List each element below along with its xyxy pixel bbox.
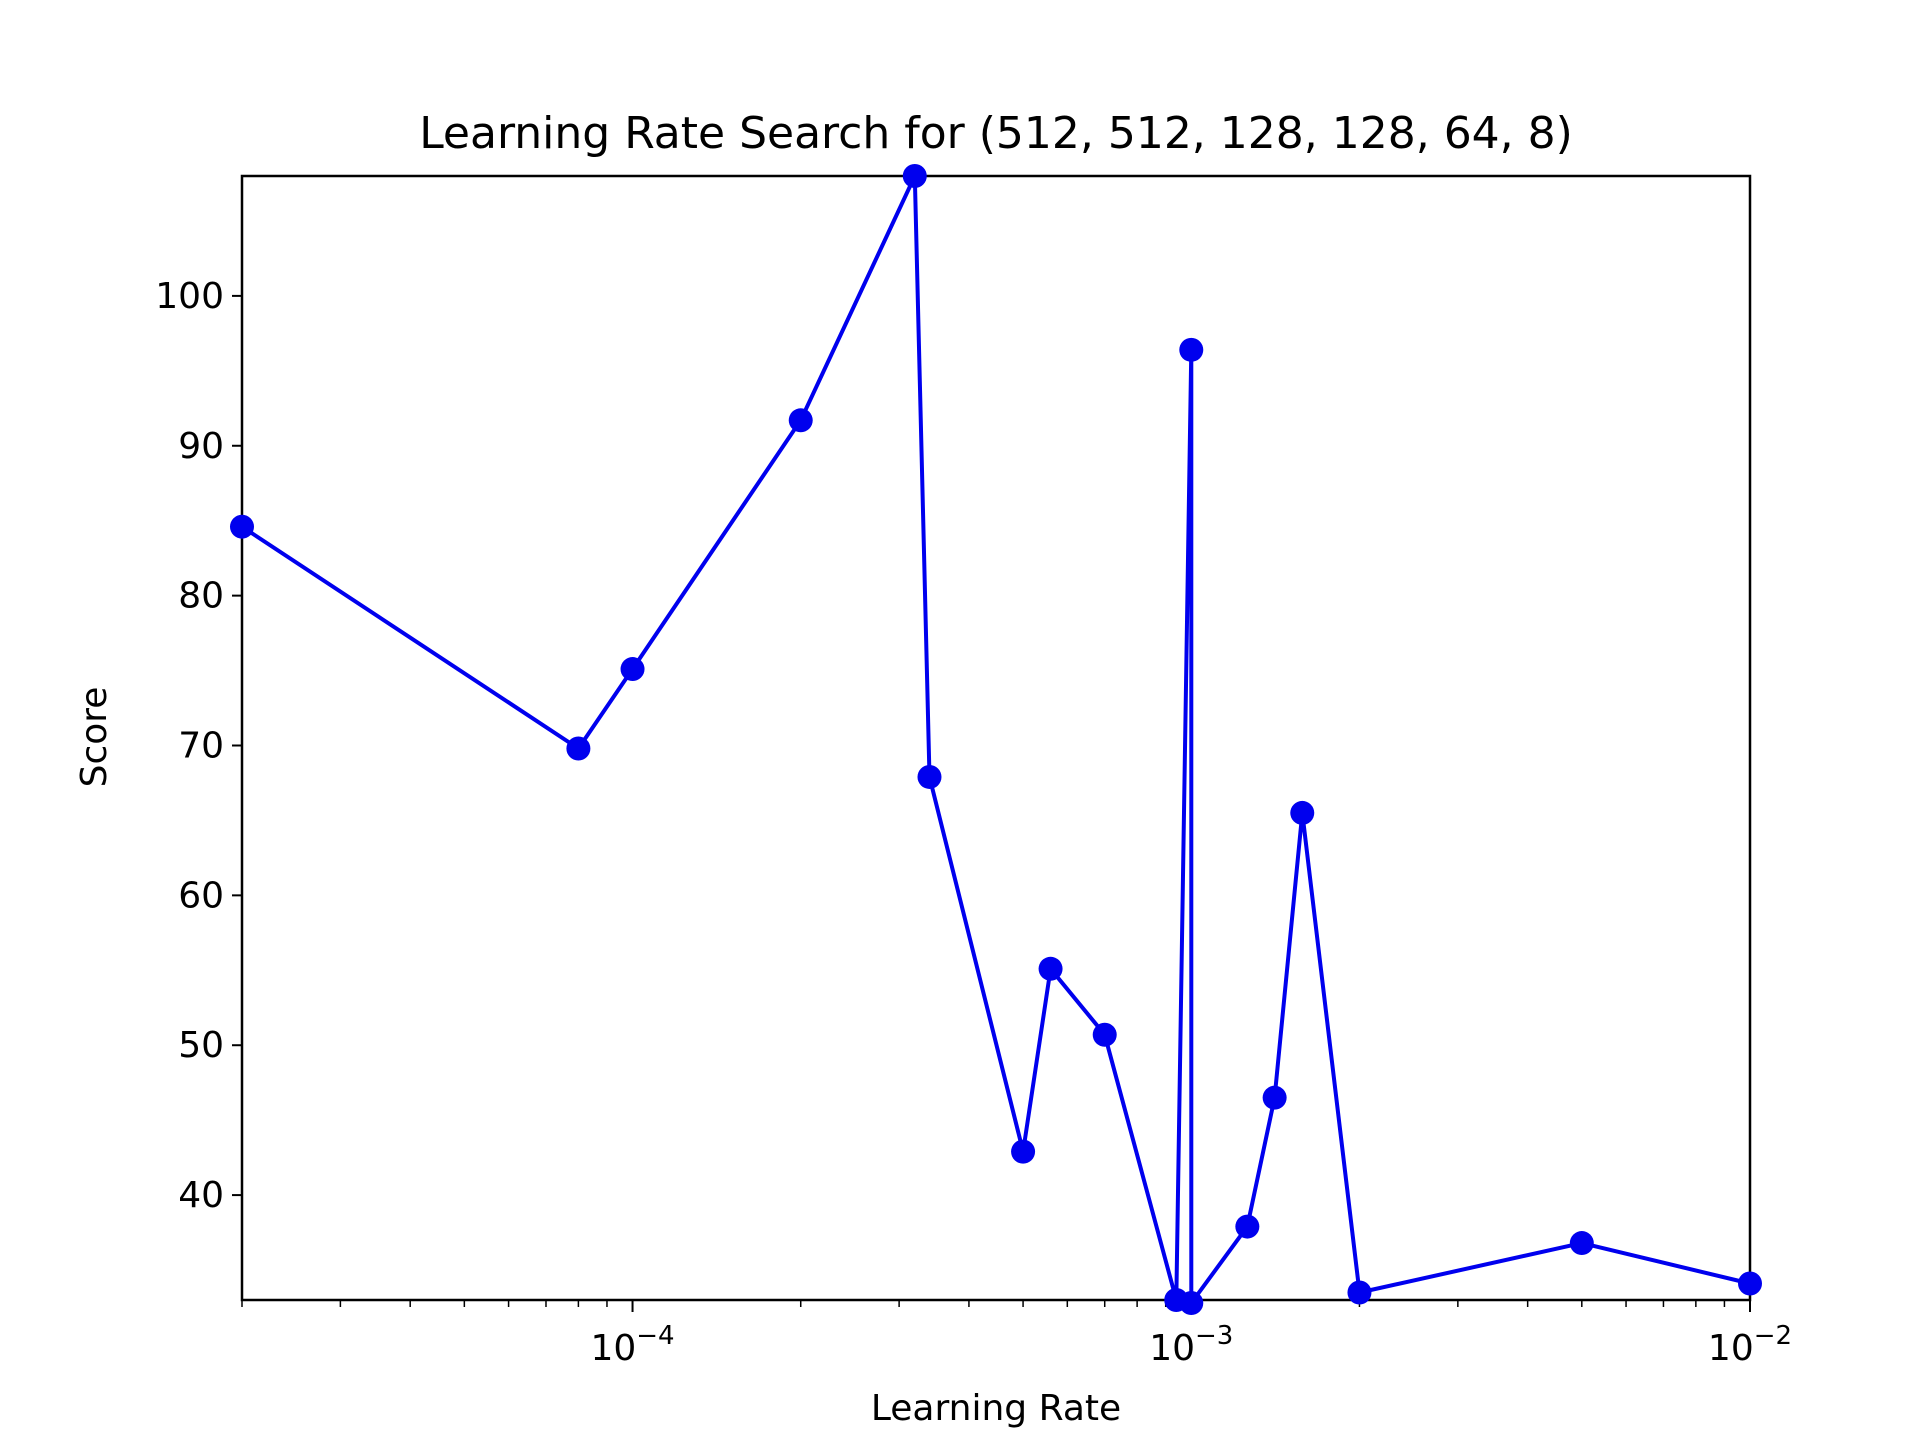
chart-title: Learning Rate Search for (512, 512, 128,… xyxy=(419,108,1573,159)
data-point xyxy=(1347,1280,1372,1305)
data-point xyxy=(1290,800,1315,825)
data-point xyxy=(566,736,591,761)
data-point xyxy=(1262,1085,1287,1110)
data-point xyxy=(1738,1271,1762,1296)
data-point xyxy=(917,764,942,789)
data-point xyxy=(1235,1214,1260,1239)
data-point xyxy=(1011,1139,1036,1164)
y-axis-label: Score xyxy=(74,687,115,788)
data-point xyxy=(1038,956,1063,981)
data-point xyxy=(788,408,813,433)
data-point xyxy=(902,164,927,188)
y-tick-label: 90 xyxy=(178,426,224,467)
x-tick-label: 10−4 xyxy=(590,1321,674,1369)
data-point xyxy=(1569,1231,1594,1256)
x-axis-label: Learning Rate xyxy=(871,1388,1121,1429)
data-point xyxy=(620,657,645,682)
plot-frame xyxy=(240,174,1752,1302)
x-tick-label: 10−3 xyxy=(1149,1321,1233,1369)
y-tick-label: 70 xyxy=(178,725,224,766)
y-tick-label: 60 xyxy=(178,875,224,916)
x-tick-label: 10−2 xyxy=(1708,1321,1792,1369)
data-point xyxy=(1179,337,1204,362)
y-tick-label: 40 xyxy=(178,1175,224,1216)
plot-area: 40 50 60 70 80 90 100 10−4 10−3 10−2 xyxy=(155,164,1792,1369)
data-point xyxy=(1179,1290,1204,1315)
y-tick-label: 80 xyxy=(178,576,224,617)
y-tick-label: 100 xyxy=(155,276,224,317)
data-point xyxy=(230,514,254,539)
series-line xyxy=(240,174,1751,1305)
y-tick-label: 50 xyxy=(178,1025,224,1066)
data-point xyxy=(1092,1022,1117,1047)
